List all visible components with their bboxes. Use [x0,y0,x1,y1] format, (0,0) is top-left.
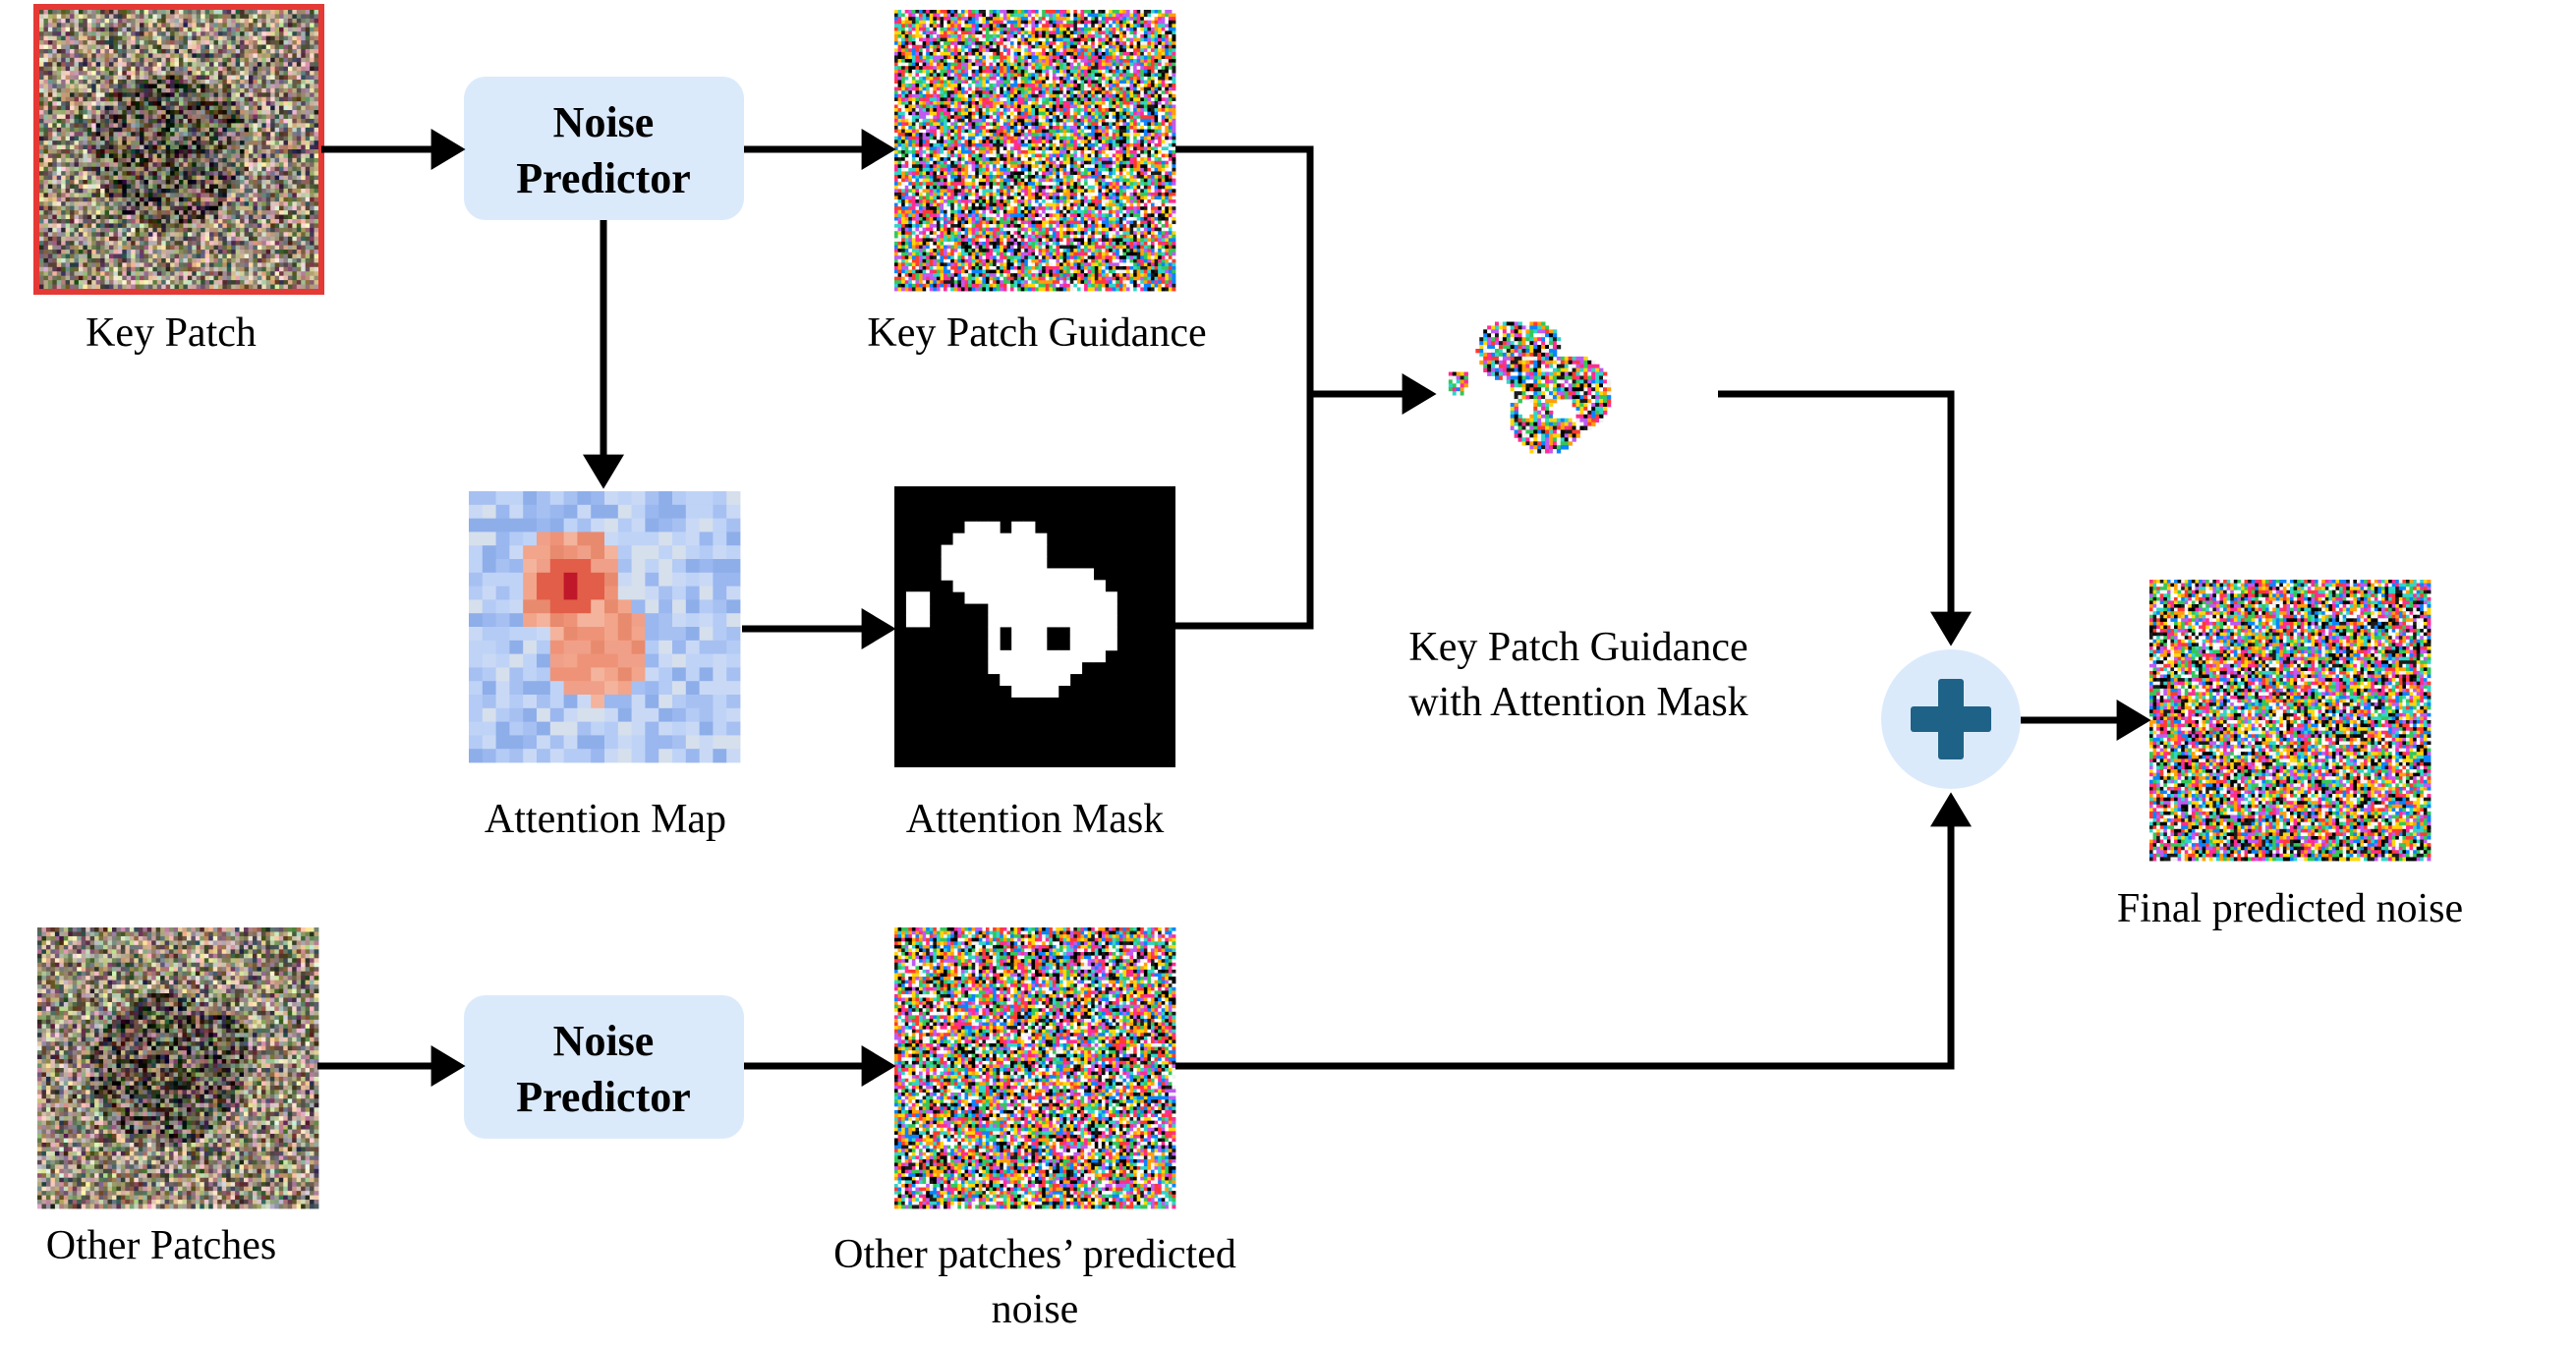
masked-guidance-label-line2: with Attention Mask [1408,680,1747,725]
masked-guidance-image [1449,322,1611,454]
masked-guidance-label-line1: Key Patch Guidance [1408,625,1747,670]
final-noise-image [2149,580,2431,861]
noise-predictor-top-line2: Predictor [516,154,691,202]
key-patch-label: Key Patch [86,310,257,356]
noise-predictor-top-line1: Noise [553,98,655,146]
attention-map-image [469,491,740,762]
attention-map-label: Attention Map [485,797,726,842]
sum-node [1881,649,2021,789]
attention-mask-image [894,486,1175,767]
other-patches-image [37,927,318,1208]
arrow-masked-guidance-to-sum [1718,394,1951,641]
noise-predictor-top: Noise Predictor [464,77,744,220]
attention-mask-label: Attention Mask [906,797,1164,842]
other-noise-label-line2: noise [992,1287,1079,1332]
final-noise-label: Final predicted noise [2117,886,2463,931]
other-noise-label-line1: Other patches’ predicted [833,1232,1236,1277]
arrow-other-noise-to-sum [1175,798,1951,1066]
key-patch-guidance-label: Key Patch Guidance [867,310,1206,356]
other-patches-label: Other Patches [46,1223,276,1268]
key-patch-guidance-image [894,10,1175,291]
other-patches-noise-image [894,927,1175,1208]
key-patch-image [39,10,318,289]
noise-predictor-bottom-line2: Predictor [516,1073,691,1121]
noise-predictor-bottom: Noise Predictor [464,995,744,1139]
noise-predictor-bottom-line1: Noise [553,1017,655,1065]
connector-guidance-merge [1175,149,1310,626]
